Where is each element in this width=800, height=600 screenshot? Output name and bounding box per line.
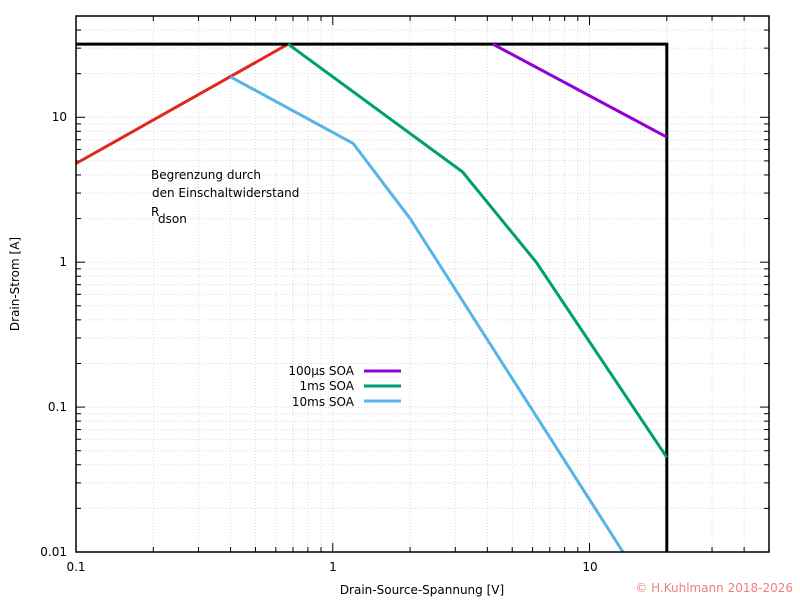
- series-max-current-voltage-limit: [76, 42, 669, 552]
- y-tick-label: 0.1: [48, 400, 67, 414]
- legend-label-10ms: 10ms SOA: [292, 395, 355, 409]
- series-lines: [75, 42, 669, 553]
- annotation-symbol: R: [151, 205, 159, 219]
- x-tick-label: 10: [582, 560, 597, 574]
- series-rdson-limit: [75, 42, 289, 165]
- series-10ms-soa: [229, 75, 625, 553]
- y-tick-label: 0.01: [40, 545, 67, 559]
- series-1ms-soa: [287, 42, 669, 459]
- series-100-s-soa: [492, 42, 668, 139]
- y-tick-label: 1: [59, 255, 67, 269]
- x-axis-label: Drain-Source-Spannung [V]: [340, 583, 504, 597]
- annotation-line1: Begrenzung durch: [151, 168, 261, 182]
- y-tick-label: 10: [52, 110, 67, 124]
- legend-label-100us: 100µs SOA: [288, 364, 354, 378]
- legend-label-1ms: 1ms SOA: [300, 379, 355, 393]
- plot-frame: [75, 15, 770, 553]
- ticks: [75, 15, 770, 553]
- annotation-subscript: dson: [158, 212, 187, 226]
- x-tick-label: 1: [329, 560, 337, 574]
- x-tick-label: 0.1: [66, 560, 85, 574]
- grid: [75, 15, 770, 553]
- legend: 100µs SOA 1ms SOA 10ms SOA: [288, 364, 401, 409]
- annotation-line2: den Einschaltwiderstand: [152, 186, 299, 200]
- copyright-notice: © H.Kuhlmann 2018-2026: [635, 581, 793, 595]
- y-axis-label: Drain-Strom [A]: [8, 237, 22, 331]
